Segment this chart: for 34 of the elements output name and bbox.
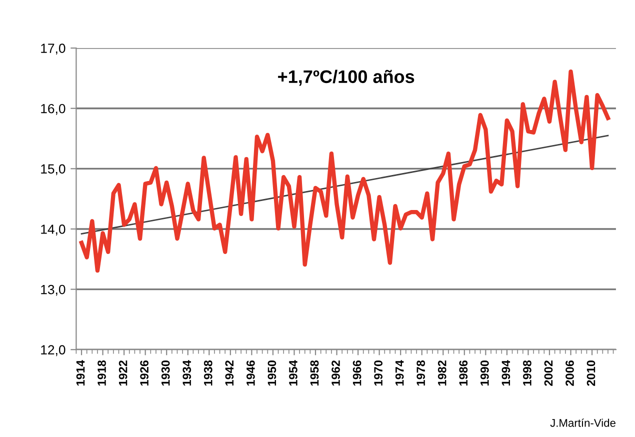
x-tick-label: 1958 (310, 360, 319, 386)
x-tick-label: 1974 (395, 360, 404, 386)
x-tick-label: 1914 (76, 360, 85, 386)
x-tick-label: 1922 (118, 360, 128, 386)
y-tick-label: 17,0 (41, 44, 66, 55)
x-tick-label: 1918 (98, 360, 106, 386)
annotation: +1,7ºC/100 años (278, 70, 414, 86)
x-tick-label: 1938 (204, 360, 212, 386)
x-tick-label: 1930 (161, 360, 170, 386)
x-tick-label: 1946 (246, 360, 255, 386)
y-tick-label: 14,0 (41, 224, 66, 236)
y-tick-label: 13,0 (41, 284, 66, 296)
y-tick-label: 16,0 (41, 104, 66, 115)
x-tick-label: 1986 (459, 360, 468, 386)
x-tick-label: 1990 (480, 360, 489, 386)
x-tick-label: 1998 (523, 360, 532, 386)
x-tick-label: 1978 (416, 360, 426, 386)
x-tick-label: 1942 (225, 360, 234, 386)
x-tick-label: 1970 (374, 360, 382, 386)
x-tick-label: 1926 (140, 360, 148, 386)
x-tick-label: 2002 (544, 360, 553, 386)
x-tick-label: 1954 (289, 360, 298, 386)
x-tick-label: 1982 (438, 360, 446, 386)
x-tick-label: 2010 (586, 360, 596, 386)
x-tick-label: 2006 (566, 360, 574, 386)
x-tick-label: 1962 (332, 360, 340, 386)
x-tick-label: 1966 (352, 360, 362, 386)
text: J.Martín-Vide (550, 418, 616, 427)
x-tick-label: 1934 (182, 360, 192, 386)
x-tick-label: 1950 (268, 360, 276, 386)
x-tick-label: 1994 (502, 360, 510, 386)
y-tick-label: 15,0 (41, 164, 66, 176)
y-tick-label: 12,0 (41, 345, 66, 356)
line-series (79, 70, 610, 273)
